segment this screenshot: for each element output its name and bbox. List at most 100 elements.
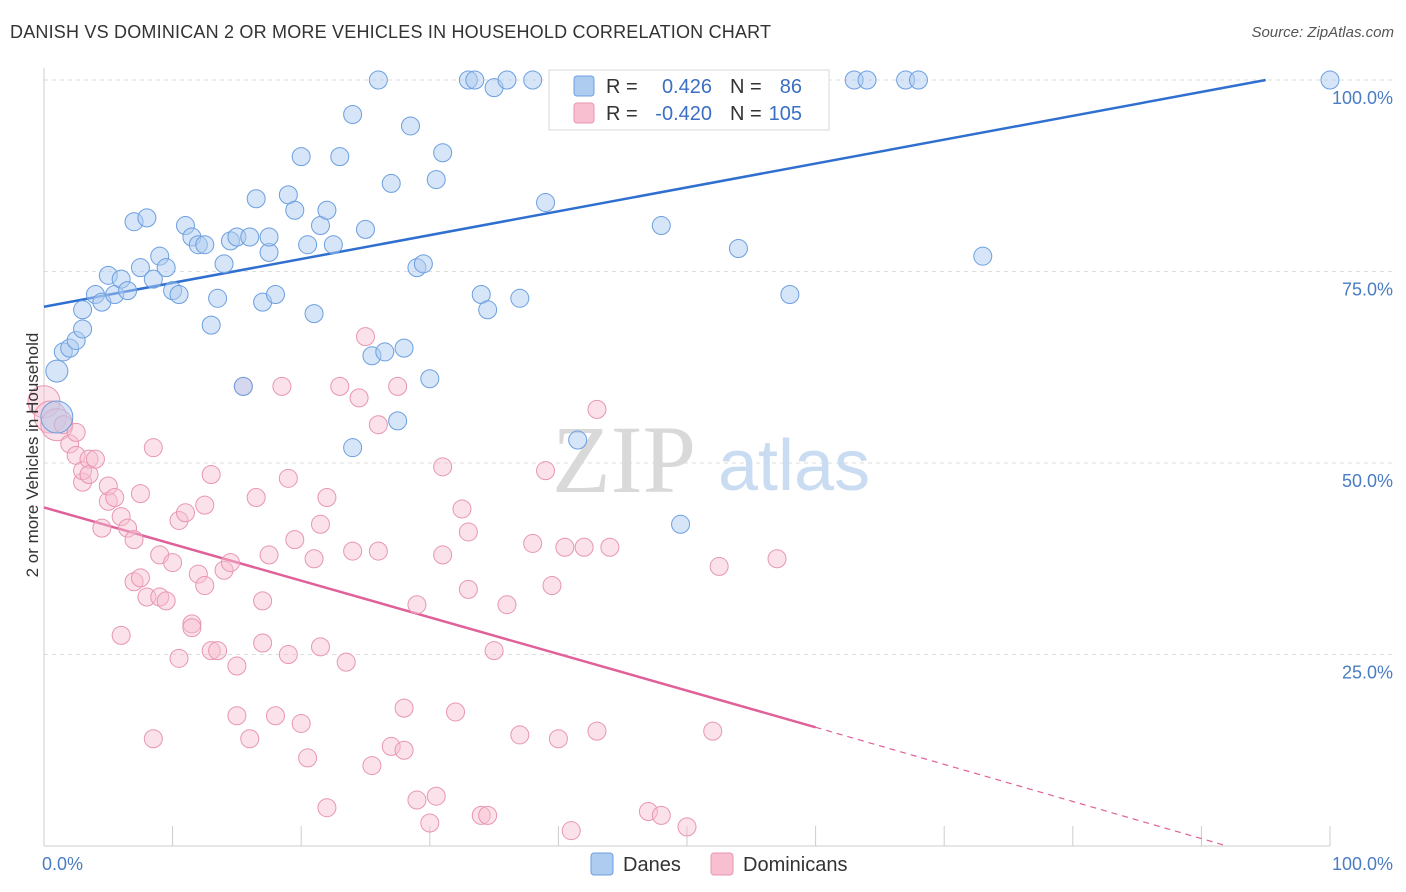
dane-point [671,514,691,534]
dane-point [973,246,993,266]
dane-point [728,239,748,259]
dane-point [317,200,337,220]
dominican-point [175,503,195,523]
dominican-point [458,522,478,542]
dominican-point [381,736,401,756]
danes-trend-line [43,78,1266,308]
dominican-point [651,805,671,825]
dominican-point [336,652,356,672]
dane-point [857,70,877,90]
dominican-point [111,625,131,645]
dominican-point [407,790,427,810]
dominican-point [246,487,266,507]
dominican-point [497,595,517,615]
dane-point [130,258,150,278]
dominican-point [433,457,453,477]
dominicans-points [27,327,787,841]
dominican-point [130,568,150,588]
dominican-point [317,798,337,818]
legend-item-dominicans-swatch [710,852,734,876]
dane-point [214,254,234,274]
dominican-point [394,740,414,760]
dane-point [201,315,221,335]
dominican-point [79,449,99,469]
legend-r-label-danes: R = [606,76,638,98]
dominican-point [98,476,118,496]
dominican-point [542,576,562,596]
dominican-point [201,464,221,484]
dominican-point [349,388,369,408]
legend-n-value-dominicans: 105 [769,103,802,125]
dane-point [156,258,176,278]
dominican-point [362,756,382,776]
dane-point [291,147,311,167]
dominican-point [458,579,478,599]
dominican-point [368,541,388,561]
y-tick-label: 50.0% [1342,471,1393,491]
dominican-point [407,595,427,615]
dominican-point [220,553,240,573]
legend-item-danes-swatch [590,852,614,876]
legend-swatch-danes [573,75,595,97]
dominican-point [265,706,285,726]
chart-title: DANISH VS DOMINICAN 2 OR MORE VEHICLES I… [10,22,772,42]
dane-point [433,143,453,163]
dane-point [1320,70,1340,90]
dominican-point [356,327,375,347]
dominican-point [394,698,414,718]
dominican-point [426,786,446,806]
dane-point [401,116,421,136]
watermark: ZIP atlas [552,406,870,513]
legend-item-danes-label: Danes [623,854,681,876]
stats-legend: R = 0.426 N = 86 R = -0.420 N = 105 [548,69,830,131]
dane-point [137,208,157,228]
dane-point [568,430,588,450]
dominican-point [208,641,228,661]
dane-point [330,147,350,167]
dane-point [45,359,69,383]
dominican-point [130,484,150,504]
dane-point [73,319,93,339]
source-label: Source: ZipAtlas.com [1251,24,1394,41]
dominican-point [163,553,183,573]
dominican-point [60,434,80,454]
dane-point [497,70,517,90]
dane-point [118,281,138,301]
legend-r-value-danes: 0.426 [662,76,712,98]
dominican-point [259,545,279,565]
dominican-point [66,422,86,442]
dominican-point [195,576,215,596]
dominican-point [278,468,298,488]
dane-point [413,254,433,274]
dane-point [908,70,928,90]
watermark-atlas: atlas [718,426,870,506]
dane-point [420,369,440,389]
dominican-point [291,713,311,733]
dominican-point [156,591,176,611]
dominican-point [253,591,273,611]
dane-point [40,400,74,434]
dane-point [323,235,343,255]
dominican-point [510,725,530,745]
dane-point [208,288,228,308]
legend-n-label-dominicans: N = [730,103,762,125]
dominican-point [169,648,189,668]
dominican-point [587,721,607,741]
dominican-point [143,438,163,458]
dominicans-trend-extension [815,726,1228,847]
dane-point [780,284,800,304]
dominican-point [536,461,556,481]
dominican-point [433,545,453,565]
dominican-point [304,549,324,569]
dominican-point [73,472,93,492]
dane-point [233,376,253,396]
dane-point [143,269,163,289]
dane-point [536,193,556,213]
dominican-point [368,415,388,435]
dominican-point [478,805,498,825]
dane-point [510,288,530,308]
dominican-point [587,399,607,419]
dane-point [73,300,93,320]
y-tick-labels: 25.0% 50.0% 75.0% 100.0% [1332,88,1393,683]
